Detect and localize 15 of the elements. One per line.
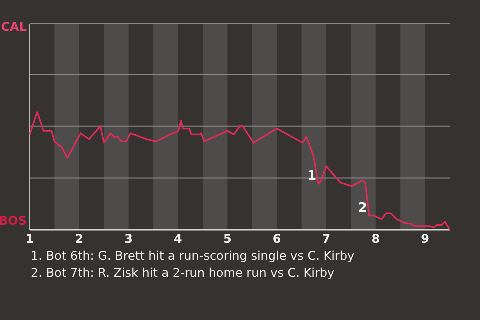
x-tick-label: 4 — [174, 232, 182, 246]
x-tick-label: 2 — [75, 232, 84, 246]
x-tick-label: 9 — [421, 232, 430, 246]
x-tick-label: 1 — [26, 232, 34, 246]
x-tick-label: 3 — [124, 232, 134, 246]
x-tick-label: 8 — [372, 232, 380, 246]
x-tick-label: 6 — [272, 232, 282, 246]
annotation: 1 — [308, 169, 317, 184]
annotation: 2 — [358, 200, 368, 216]
text: BOS — [0, 214, 27, 228]
text: 2. Bot 7th: R. Zisk hit a 2-run home run vs C. Kirby — [31, 266, 335, 280]
x-tick-label: 7 — [322, 232, 331, 246]
text: CAL — [1, 20, 28, 34]
x-tick-label: 5 — [223, 232, 232, 246]
text: 1. Bot 6th: G. Brett hit a run-scoring single vs C. Kirby — [31, 249, 355, 263]
